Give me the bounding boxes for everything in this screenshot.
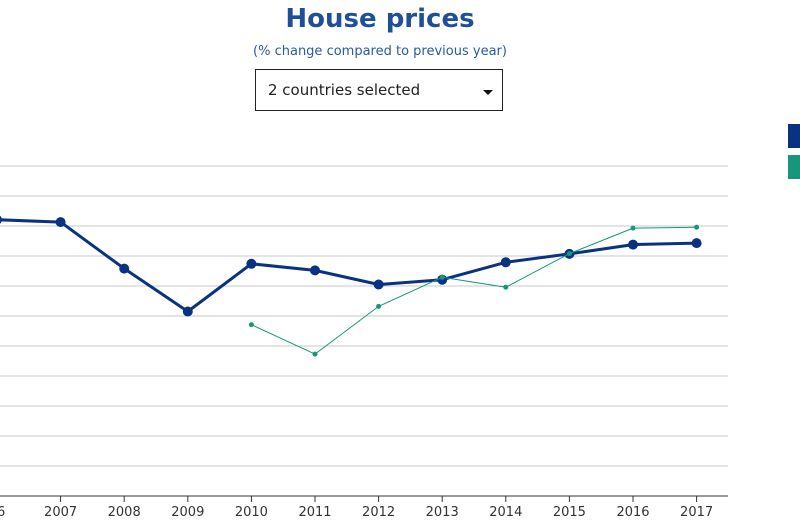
x-tick-label: 2015	[553, 505, 586, 520]
data-point-series-2	[694, 224, 700, 230]
data-point-series-1	[246, 258, 257, 269]
chart-subtitle: (% change compared to previous year)	[253, 44, 507, 59]
x-tick-label: 2009	[171, 505, 204, 520]
x-tick-label: 2007	[44, 505, 77, 520]
chevron-down-icon[interactable]	[483, 90, 493, 95]
data-point-series-2	[439, 274, 445, 280]
data-point-series-2	[376, 303, 382, 309]
data-point-series-1	[373, 279, 384, 290]
country-select-label: 2 countries selected	[268, 81, 421, 99]
data-point-series-1	[310, 265, 320, 276]
data-point-series-1	[182, 306, 193, 317]
x-tick-label: 2014	[489, 505, 522, 520]
legend-swatch-series-1[interactable]	[788, 124, 800, 148]
x-tick-label: 2011	[298, 505, 331, 520]
data-point-series-1	[691, 238, 702, 249]
data-point-series-1	[119, 263, 130, 274]
x-tick-label: 2008	[108, 505, 141, 520]
x-tick-label: 2017	[680, 505, 713, 520]
data-point-series-2	[312, 351, 318, 357]
series-line-1	[0, 218, 697, 313]
page-title: House prices	[285, 4, 475, 34]
x-tick-label: 2012	[362, 505, 395, 520]
legend-swatch-series-2[interactable]	[788, 155, 800, 179]
data-point-series-2	[566, 251, 572, 257]
data-point-series-2	[503, 284, 509, 290]
data-point-series-1	[628, 239, 638, 250]
x-tick-label: 2010	[235, 505, 268, 520]
x-tick-label: 06	[0, 505, 5, 520]
data-point-series-1	[55, 217, 66, 228]
country-select[interactable]: 2 countries selected	[255, 69, 503, 111]
data-point-series-1	[500, 257, 511, 268]
x-tick-label: 2013	[426, 505, 459, 520]
data-point-series-2	[248, 322, 254, 328]
x-tick-label: 2016	[616, 505, 649, 520]
series-line-2	[251, 226, 697, 355]
data-point-series-1	[0, 215, 2, 224]
data-point-series-2	[630, 225, 636, 231]
